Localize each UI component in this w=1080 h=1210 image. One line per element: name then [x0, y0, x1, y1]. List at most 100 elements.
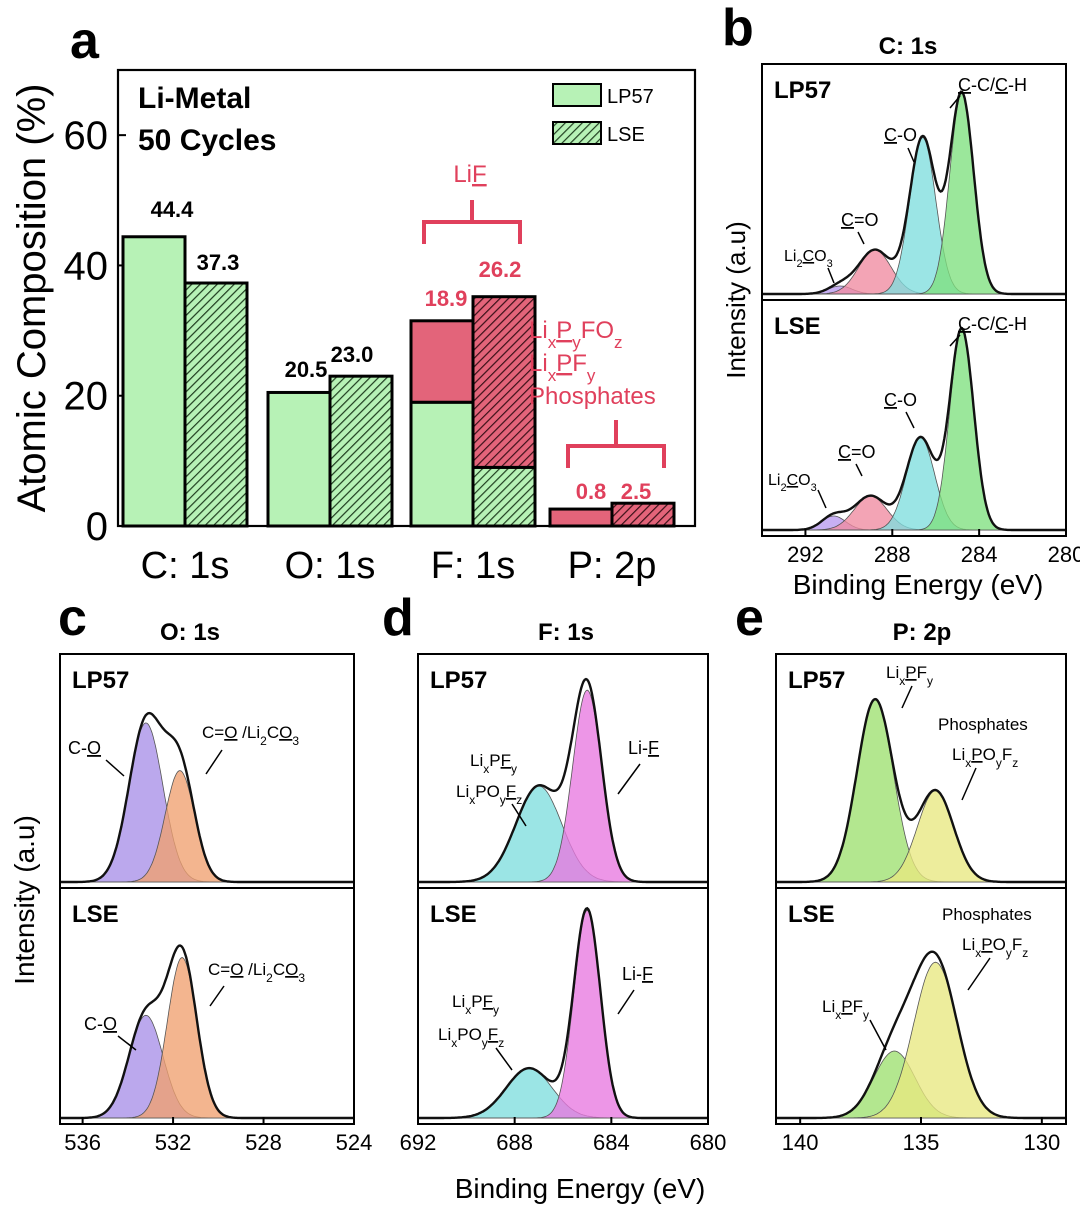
envelope-d-lp57 — [418, 677, 708, 884]
xtick-label-c: 536 — [64, 1130, 101, 1155]
annotation-leader — [511, 803, 527, 827]
subpanel-frame — [59, 887, 355, 1125]
data-label: 44.4 — [151, 197, 195, 222]
annot-b-co2: C-O — [884, 390, 917, 410]
panel-a-ytick-label: 40 — [64, 244, 109, 288]
panel-a-category-label: P: 2p — [568, 545, 657, 587]
annot-b-c2o: C=O — [841, 210, 879, 230]
lif-annotation: LiF — [453, 161, 486, 188]
panel-letter-a: a — [70, 12, 100, 70]
subpanel-frame — [761, 299, 1067, 537]
data-label: 0.8 — [576, 479, 607, 504]
annot-e-lipof2: LixPOyFz — [962, 935, 1028, 960]
panel-b-ylabel: Intensity (a.u) — [721, 221, 751, 379]
subpanel-label: LP57 — [788, 667, 845, 694]
annot-e-phos2: Phosphates — [942, 905, 1032, 924]
bar-lp57-3 — [548, 507, 614, 528]
annotation-leader — [209, 985, 225, 1007]
annot-c-c2o2: C=O /Li2CO3 — [208, 960, 305, 985]
panel-letter-c: c — [58, 589, 87, 647]
bar-lp57-0 — [121, 235, 187, 528]
envelope-c-lse — [60, 944, 354, 1120]
annotation-leader — [857, 231, 865, 245]
subpanel-label: LSE — [774, 313, 821, 340]
panel-a-ytick-label: 0 — [86, 505, 108, 549]
bar-lp57-1 — [266, 390, 332, 528]
annot-e-phos: Phosphates — [938, 715, 1028, 734]
annot-e-lipf2: LixPFy — [822, 997, 869, 1022]
annot-b-li2co32: Li2CO3 — [768, 472, 817, 494]
annot-e-lipf: LixPFy — [886, 663, 933, 688]
bar-lse-1 — [328, 374, 394, 528]
annot-d-lipof2: LixPOyFz — [438, 1025, 504, 1050]
envelope-e-lp57 — [776, 697, 1066, 884]
bar-lp57-2-top — [409, 319, 475, 404]
panel-letter-b: b — [722, 0, 754, 57]
xtick-label-d: 684 — [593, 1130, 630, 1155]
envelope-b-lse — [762, 327, 1066, 532]
annotation-leader — [205, 749, 223, 775]
data-label: 37.3 — [197, 250, 240, 275]
annot-d-lif: Li-F — [628, 738, 659, 758]
bar-lse-3 — [610, 501, 676, 528]
xtick-label-e: 130 — [1023, 1130, 1060, 1155]
annot-d-lif2: Li-F — [622, 964, 653, 984]
annot-d-lipof: LixPOyFz — [456, 782, 522, 807]
phos-annotation-3: Phosphates — [529, 383, 656, 410]
xtick-label-b: 288 — [874, 542, 911, 567]
subpanel-label: LSE — [430, 901, 477, 928]
annot-c-c2o: C=O /Li2CO3 — [202, 723, 299, 748]
data-label: 26.2 — [479, 257, 522, 282]
panel-a-category-label: F: 1s — [431, 545, 515, 587]
annot-b-co: C-O — [884, 125, 917, 145]
xtick-label-d: 688 — [496, 1130, 533, 1155]
annot-c-co: C-O — [68, 738, 101, 758]
annotation-leader — [617, 989, 635, 1015]
legend-label-lp57: LP57 — [607, 86, 654, 108]
xtick-label-d: 680 — [690, 1130, 727, 1155]
legend-swatch-lp57 — [552, 83, 602, 107]
panel-a-ylabel: Atomic Composition (%) — [10, 83, 54, 512]
subpanel-label: LP57 — [72, 667, 129, 694]
xtick-label-e: 135 — [903, 1130, 940, 1155]
panel-c-title: O: 1s — [160, 619, 220, 646]
envelope-d-lse — [418, 906, 708, 1120]
peak-e-lse-1 — [776, 961, 1066, 1119]
bar-lp57-2-base — [409, 400, 475, 528]
annot-b-c2o2: C=O — [838, 442, 876, 462]
annot-b-li2co3: Li2CO3 — [784, 248, 833, 270]
peak-e-lp57-1 — [776, 790, 1066, 883]
envelope-b-lp57 — [762, 90, 1066, 296]
annotation-leader — [827, 267, 835, 284]
subpanel-label: LSE — [788, 901, 835, 928]
annot-b-cc2: C-C/C-H — [958, 314, 1027, 334]
phos-annotation-2: LixPFy — [529, 350, 596, 385]
peak-d-lse-1 — [418, 909, 708, 1119]
annotation-leader — [105, 759, 125, 777]
panel-letter-e: e — [735, 589, 764, 647]
annot-b-cc: C-C/C-H — [958, 75, 1027, 95]
panel-d-title: F: 1s — [538, 619, 594, 646]
annot-c-co2: C-O — [84, 1014, 117, 1034]
panel-a-category-label: O: 1s — [285, 545, 376, 587]
xtick-label-d: 692 — [400, 1130, 437, 1155]
panel-a-inset-subtitle: 50 Cycles — [138, 124, 276, 157]
panel-e-title: P: 2p — [893, 619, 952, 646]
xtick-label-c: 528 — [245, 1130, 282, 1155]
xtick-label-c: 524 — [336, 1130, 373, 1155]
annot-e-lipof: LixPOyFz — [952, 745, 1018, 770]
data-label: 20.5 — [285, 357, 328, 382]
panel-a-frame — [116, 68, 697, 528]
annotation-leader — [905, 411, 915, 429]
phos-bracket — [566, 420, 666, 468]
bar-lse-2-top — [471, 295, 537, 469]
panel-b-title: C: 1s — [879, 33, 938, 60]
envelope-c-lp57 — [60, 711, 354, 884]
lif-bracket — [422, 200, 522, 244]
panel-c-ylabel: Intensity (a.u) — [9, 815, 40, 985]
data-label: 18.9 — [425, 286, 468, 311]
phos-annotation-1: LixPyFOz — [529, 317, 623, 352]
panel-a-ytick-label: 60 — [64, 114, 109, 158]
legend-label-lse: LSE — [607, 124, 645, 146]
